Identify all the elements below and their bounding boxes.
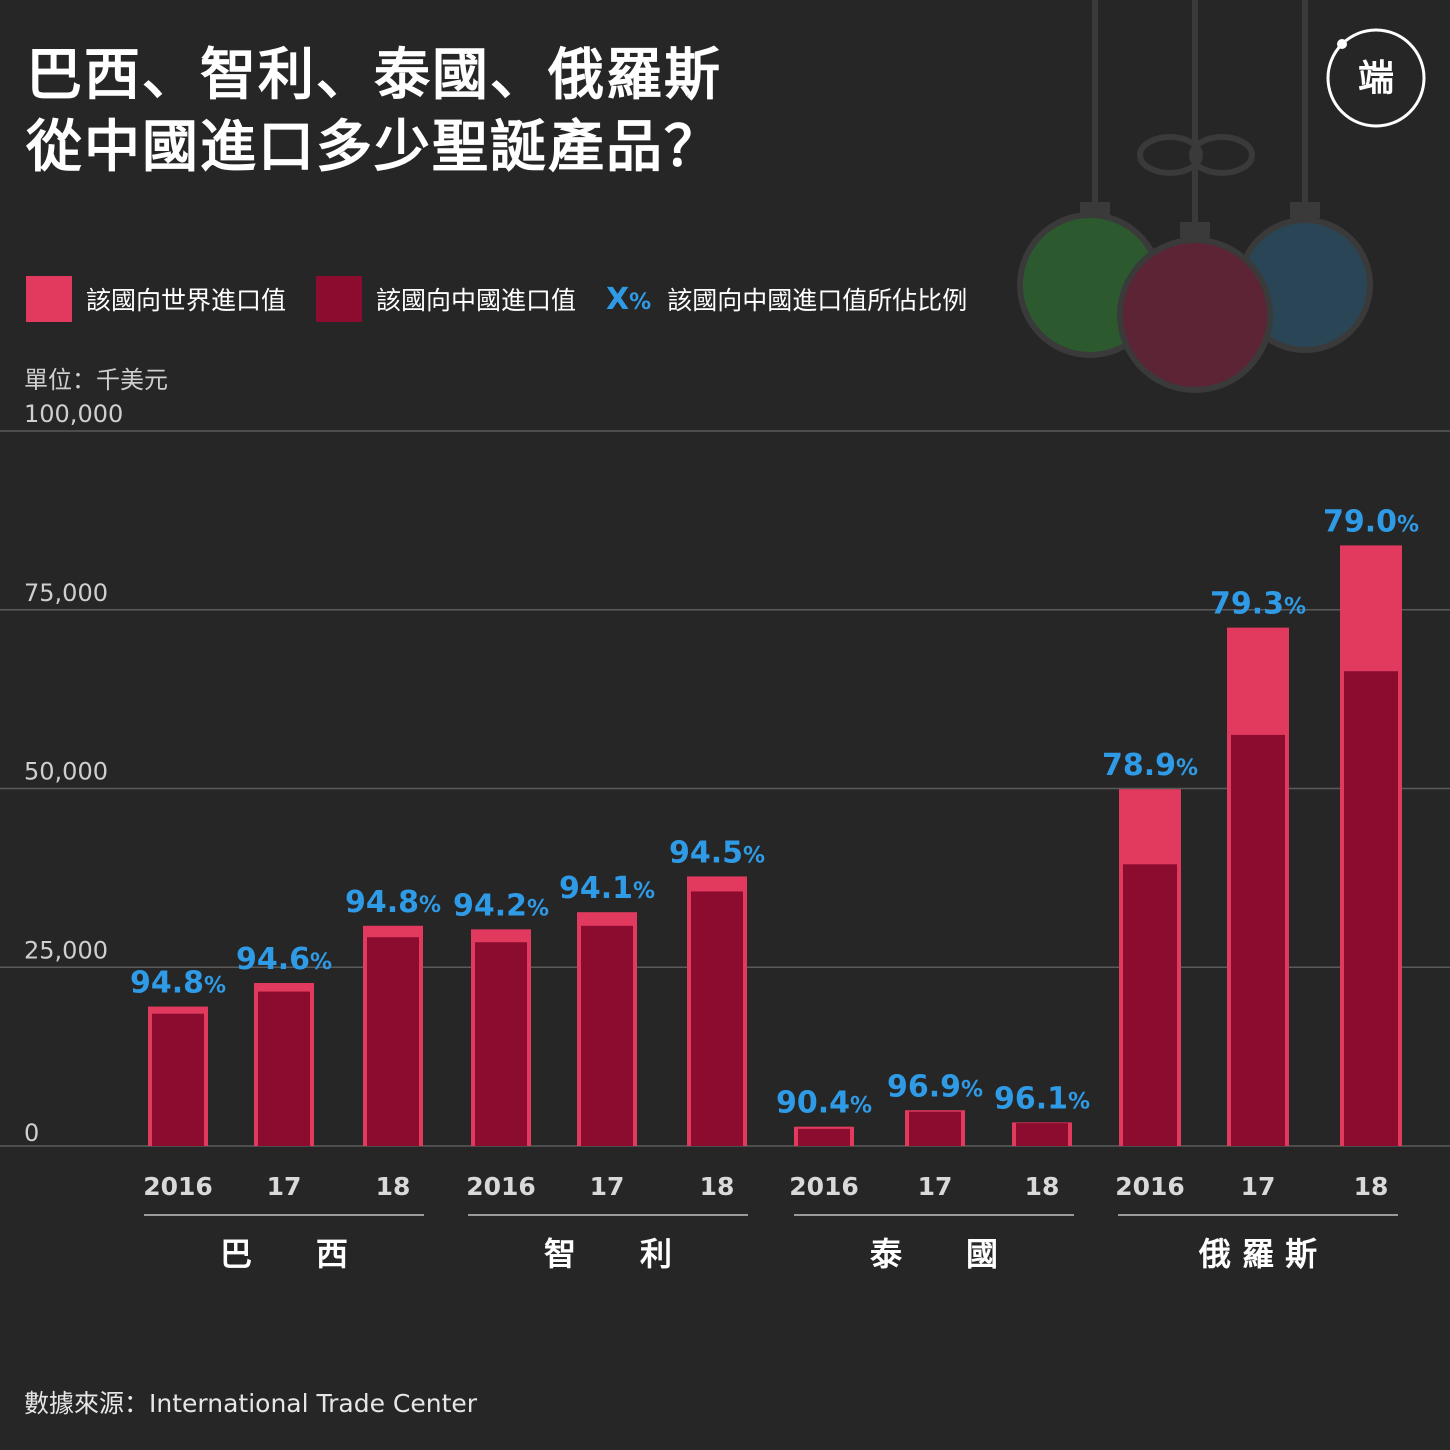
group-label: 俄 羅 斯 <box>1198 1235 1317 1273</box>
percent-unit: % <box>419 893 441 918</box>
legend-pct-unit: % <box>629 289 652 315</box>
y-tick-label: 50,000 <box>24 758 108 786</box>
percent-value: 94.8 <box>345 885 419 920</box>
bar-china-import <box>798 1128 850 1146</box>
bar-china-import <box>367 937 419 1146</box>
percent-label: 94.1% <box>559 871 655 906</box>
bar-china-import <box>1231 734 1285 1146</box>
percent-value: 94.1 <box>559 871 633 906</box>
bar-china-import <box>258 991 310 1146</box>
source-label: 數據來源：International Trade Center <box>24 1389 478 1418</box>
legend-china-swatch <box>316 276 363 322</box>
x-tick-label: 2016 <box>466 1172 536 1201</box>
title-line-1: 巴西、智利、泰國、俄羅斯 <box>26 43 722 108</box>
percent-value: 94.6 <box>236 942 310 977</box>
chart-title: 巴西、智利、泰國、俄羅斯 從中國進口多少聖誕產品？ <box>26 40 722 184</box>
legend-china-label: 該國向中國進口值 <box>376 286 577 315</box>
group-label: 智 利 <box>544 1235 672 1273</box>
group-label: 巴 西 <box>220 1235 348 1273</box>
legend-pct-symbol: X% <box>606 282 651 317</box>
group-label: 泰 國 <box>870 1235 998 1273</box>
percent-unit: % <box>1068 1089 1090 1114</box>
x-tick-label: 17 <box>1241 1172 1276 1201</box>
x-tick-label: 18 <box>1354 1172 1389 1201</box>
x-tick-label: 17 <box>590 1172 625 1201</box>
x-tick-label: 18 <box>700 1172 735 1201</box>
percent-label: 79.3% <box>1210 587 1306 622</box>
x-tick-label: 2016 <box>143 1172 213 1201</box>
percent-unit: % <box>1176 756 1198 781</box>
bar-china-import <box>691 891 743 1146</box>
percent-label: 78.9% <box>1102 748 1198 783</box>
percent-unit: % <box>204 974 226 999</box>
percent-unit: % <box>743 843 765 868</box>
bar-china-import <box>1344 671 1398 1146</box>
percent-unit: % <box>527 896 549 921</box>
percent-unit: % <box>1397 512 1419 537</box>
legend-world-label: 該國向世界進口值 <box>86 286 287 315</box>
y-tick-label: 100,000 <box>24 400 123 428</box>
percent-value: 96.9 <box>887 1069 961 1104</box>
percent-label: 96.9% <box>887 1069 983 1104</box>
bar-china-import <box>152 1013 204 1146</box>
x-tick-label: 17 <box>918 1172 953 1201</box>
x-tick-label: 2016 <box>1115 1172 1185 1201</box>
y-tick-label: 0 <box>24 1119 39 1147</box>
percent-value: 96.1 <box>994 1081 1068 1116</box>
percent-label: 94.8% <box>345 885 441 920</box>
unit-label: 單位：千美元 <box>24 366 168 394</box>
percent-label: 96.1% <box>994 1081 1090 1116</box>
legend-pct-x: X <box>606 281 630 317</box>
bar-china-import <box>1123 864 1177 1146</box>
initium-logo-icon: 端 <box>1326 28 1426 128</box>
bar-china-import <box>909 1111 961 1146</box>
percent-unit: % <box>633 879 655 904</box>
bar-china-import <box>1016 1123 1068 1146</box>
percent-unit: % <box>310 950 332 975</box>
percent-label: 94.6% <box>236 942 332 977</box>
red-ornament <box>1117 237 1273 393</box>
percent-label: 94.5% <box>669 835 765 870</box>
percent-value: 79.3 <box>1210 587 1284 622</box>
x-tick-label: 17 <box>267 1172 302 1201</box>
legend: 該國向世界進口值 該國向中國進口值 X% 該國向中國進口值所佔比例 <box>26 276 997 322</box>
bar-china-import <box>475 942 527 1146</box>
percent-label: 79.0% <box>1323 504 1419 539</box>
legend-pct-label: 該國向中國進口值所佔比例 <box>667 286 968 315</box>
percent-value: 94.8 <box>130 966 204 1001</box>
y-tick-label: 25,000 <box>24 936 108 964</box>
x-tick-label: 18 <box>376 1172 411 1201</box>
x-tick-label: 2016 <box>789 1172 859 1201</box>
y-tick-label: 75,000 <box>24 579 108 607</box>
percent-unit: % <box>850 1094 872 1119</box>
percent-label: 90.4% <box>776 1086 872 1121</box>
percent-unit: % <box>961 1077 983 1102</box>
x-tick-label: 18 <box>1025 1172 1060 1201</box>
bar-china-import <box>581 925 633 1146</box>
percent-label: 94.8% <box>130 966 226 1001</box>
logo-text: 端 <box>1358 58 1394 99</box>
percent-value: 90.4 <box>776 1086 850 1121</box>
percent-value: 94.5 <box>669 835 743 870</box>
percent-value: 94.2 <box>453 888 527 923</box>
ornaments-decoration <box>1017 0 1373 393</box>
percent-label: 94.2% <box>453 888 549 923</box>
percent-unit: % <box>1284 595 1306 620</box>
title-line-2: 從中國進口多少聖誕產品？ <box>26 115 722 180</box>
percent-value: 79.0 <box>1323 504 1397 539</box>
percent-value: 78.9 <box>1102 748 1176 783</box>
legend-world-swatch <box>26 276 72 322</box>
